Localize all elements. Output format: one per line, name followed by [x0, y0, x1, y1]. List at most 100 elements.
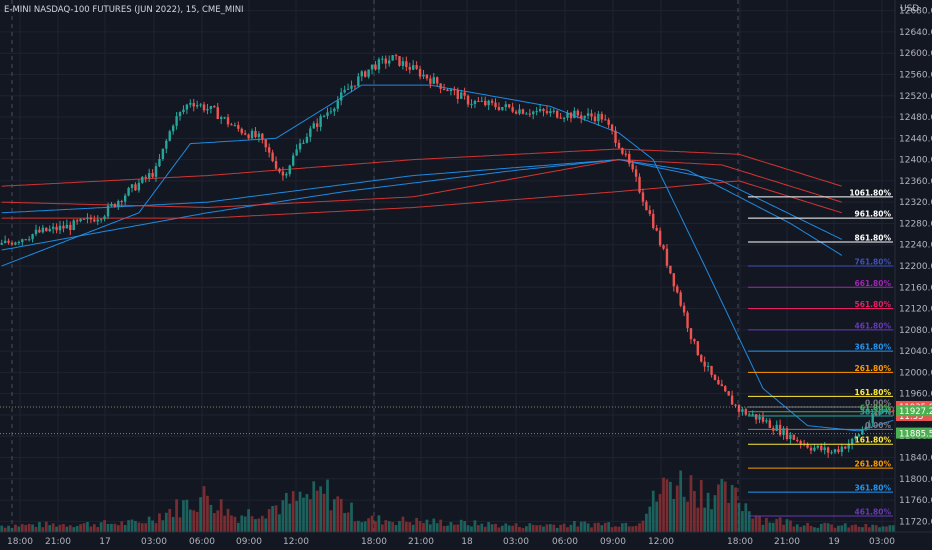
volume-bar [651, 490, 655, 532]
volume-bar [202, 486, 206, 532]
candle-body [120, 201, 123, 203]
volume-bar [260, 515, 264, 532]
volume-bar [288, 503, 292, 532]
candle-body [106, 205, 110, 217]
candle-body [532, 111, 535, 115]
volume-bar [315, 490, 319, 532]
candle-body [75, 220, 79, 222]
volume-bar [531, 524, 535, 532]
volume-bar [151, 520, 154, 532]
volume-bar [662, 477, 665, 532]
candle-body [103, 216, 106, 220]
candle-body [151, 173, 154, 177]
volume-bar [528, 523, 532, 532]
time-tick-label: 12:00 [648, 537, 674, 547]
volume-bar [768, 522, 772, 532]
time-tick-label: 18 [461, 537, 473, 547]
volume-bar [44, 521, 48, 532]
candle-body [86, 217, 89, 219]
price-badge-value: 11885.50 [899, 430, 932, 440]
volume-bar [614, 526, 617, 532]
volume-bar [795, 524, 799, 532]
candle-body [864, 426, 868, 430]
candle-body [597, 113, 600, 122]
candle-body [854, 436, 857, 439]
volume-bar [291, 491, 295, 532]
volume-bar [398, 521, 401, 532]
volume-bar [140, 523, 144, 532]
candle-body [298, 143, 302, 150]
volume-bar [703, 507, 707, 532]
volume-bar [476, 525, 480, 532]
candle-body [243, 133, 247, 135]
volume-bar [144, 523, 148, 532]
candle-body [634, 169, 638, 177]
candle-body [0, 242, 3, 245]
candle-body [99, 219, 103, 221]
candle-body [353, 85, 357, 87]
volume-bar [394, 525, 398, 532]
price-tick-label: 12280.00 [899, 219, 932, 229]
volume-bar [103, 520, 106, 532]
volume-bar [363, 521, 367, 532]
volume-bar [874, 525, 878, 532]
volume-bar [38, 521, 41, 532]
candle-body [96, 219, 99, 222]
volume-bar [590, 527, 593, 532]
volume-bar [377, 515, 381, 532]
candle-body [758, 416, 761, 420]
fib-level-label: 361.80% [855, 343, 892, 352]
candle-body [55, 226, 58, 231]
candle-body [82, 218, 86, 220]
volume-bar [113, 523, 117, 532]
volume-bar [665, 479, 669, 532]
volume-bar [837, 525, 840, 532]
volume-bar [257, 518, 261, 532]
volume-bar [254, 519, 257, 532]
candle-body [31, 234, 34, 240]
volume-bar [713, 495, 717, 532]
volume-bar [31, 524, 34, 532]
volume-bar [658, 494, 662, 532]
volume-bar [843, 523, 847, 532]
volume-bars [0, 470, 895, 532]
time-axis-panel[interactable] [0, 532, 932, 550]
candle-body [480, 100, 483, 102]
candle-body [494, 102, 497, 108]
candle-body [360, 71, 363, 77]
price-tick-label: 12480.00 [899, 113, 932, 123]
candle-body [806, 444, 809, 448]
candle-body [442, 88, 446, 90]
volume-bar [380, 524, 384, 532]
candle-body [134, 184, 137, 191]
volume-bar [267, 509, 271, 532]
candle-body [497, 107, 501, 110]
volume-bar [500, 525, 504, 532]
fibonacci-extension[interactable]: 1061.80% 961.80% 861.80% 761.80% 661.80% 561.… [748, 188, 893, 517]
candle-body [871, 414, 874, 424]
volume-bar [3, 527, 7, 532]
candle-body [703, 361, 706, 367]
candle-body [820, 445, 823, 451]
candle-body [837, 449, 840, 452]
volume-bar [72, 527, 76, 532]
candle-body [247, 134, 250, 139]
candle-body [10, 242, 14, 245]
volume-bar [356, 520, 360, 532]
volume-bar [264, 518, 268, 532]
fib-level-label: 661.80% [855, 279, 892, 288]
price-tick-label: 12040.00 [899, 347, 932, 357]
moving-average-line [1, 180, 842, 219]
volume-bar [428, 524, 432, 532]
fib-level-label: 0.00% [865, 398, 892, 407]
candle-body [72, 220, 75, 230]
candle-body [521, 109, 525, 114]
price-axis-panel[interactable] [895, 0, 932, 532]
volume-bar [487, 522, 491, 532]
price-tick-label: 12160.00 [899, 283, 932, 293]
volume-bar [562, 523, 566, 532]
candle-body [874, 414, 878, 416]
time-tick-label: 09:00 [236, 537, 262, 547]
fib-level-label: 161.80% [855, 436, 892, 445]
